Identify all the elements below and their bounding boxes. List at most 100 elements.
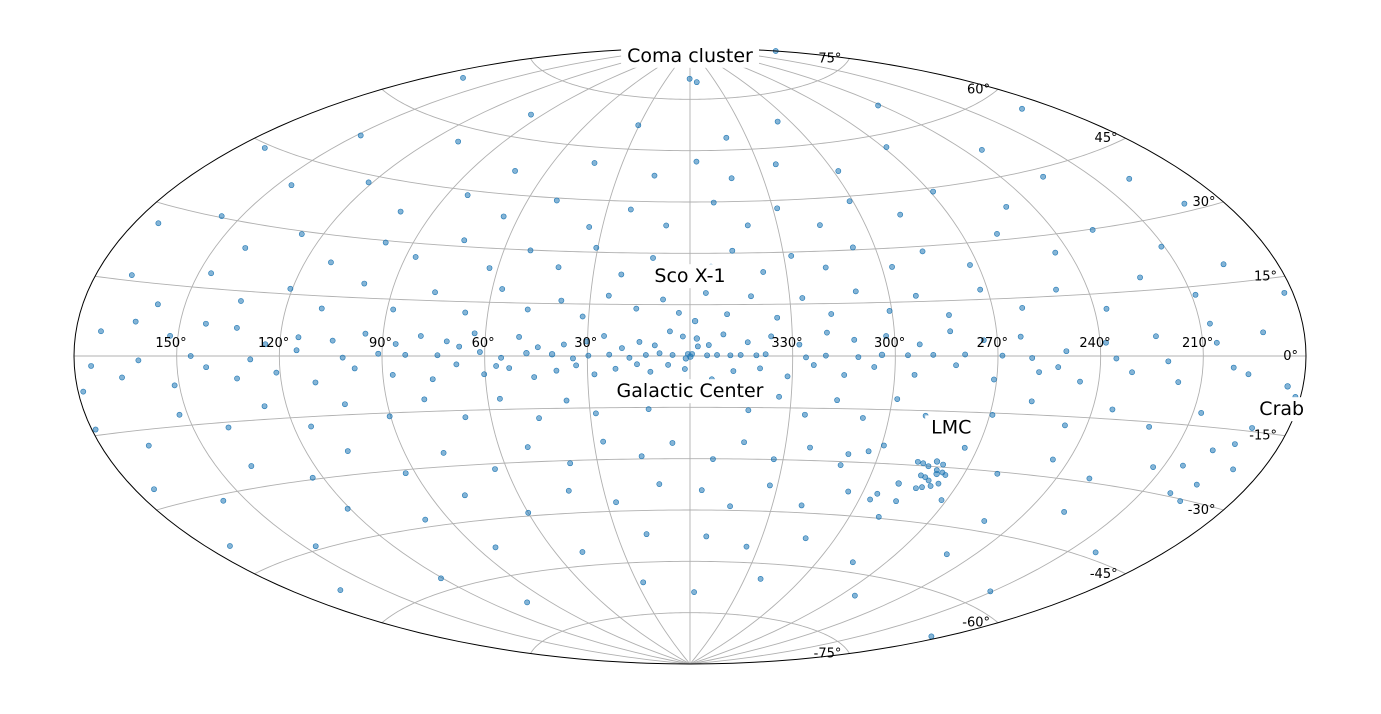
data-point [1017,333,1024,340]
data-point [698,487,705,494]
data-point [834,397,840,404]
data-point [528,111,534,118]
lat-tick-label: 75° [818,52,841,67]
data-point [851,592,858,599]
data-point [351,365,358,372]
lon-tick-label: 90° [369,336,392,351]
data-point [645,406,652,413]
data-point [1245,371,1252,378]
data-point [745,407,752,414]
data-point [802,411,808,418]
annotation-background [610,379,770,404]
data-point [1198,410,1205,416]
data-point [1036,369,1042,375]
data-point [558,297,565,304]
data-point [329,337,336,344]
meridian--120 [690,47,1102,665]
data-point [883,144,890,150]
annotation-background [925,415,978,440]
data-point [679,333,686,340]
data-point [705,342,712,348]
data-point [889,264,895,270]
data-point [710,199,717,206]
data-point [402,352,409,358]
data-point [822,352,829,359]
data-point [309,474,316,481]
data-point [788,252,795,259]
data-point [208,270,214,277]
data-point [1086,475,1093,482]
data-point [464,192,471,199]
data-point [135,357,142,364]
data-point [762,351,769,358]
data-point [933,458,941,465]
data-point [925,477,932,484]
data-point [455,138,462,145]
data-point [967,262,973,268]
data-point [176,411,183,418]
data-point [293,347,300,354]
data-point [565,487,572,494]
data-point [1192,291,1199,298]
data-point [591,371,598,378]
data-point [600,438,607,445]
lat-tick-label: -60° [962,616,990,631]
data-point [220,497,227,504]
data-point [1230,364,1237,371]
data-point [287,285,294,292]
data-point [1207,320,1213,327]
data-point [849,559,856,566]
data-point [727,352,734,359]
data-point [871,364,878,370]
data-point [402,470,409,477]
data-point [1153,333,1159,340]
data-point [768,333,775,340]
data-point [438,575,444,582]
lon-tick-label: 330° [771,336,802,351]
data-point [357,132,364,139]
data-point [339,354,346,361]
data-point [295,334,302,341]
data-point [694,343,701,350]
data-point [942,472,949,478]
data-point [203,364,210,371]
annotation: LMC [925,415,978,440]
data-point [262,341,269,348]
data-point [774,118,781,125]
data-point [534,344,541,351]
data-point [757,575,764,582]
data-point [361,280,368,287]
data-point [525,509,532,516]
data-point [757,365,763,372]
data-point [723,134,730,141]
data-point [807,444,813,451]
data-point [412,254,419,260]
data-point [618,271,625,278]
data-point [606,351,613,358]
annotation-label: Galactic Center [617,380,764,402]
data-point [669,440,676,446]
lat-tick-label: 60° [967,82,990,97]
data-point [744,222,751,229]
annotation: Galactic Center [610,379,770,404]
data-point [636,339,643,345]
data-point [930,352,937,358]
data-point [802,535,809,542]
data-point [1146,423,1152,430]
data-point [676,309,682,316]
data-point [1028,398,1035,405]
data-point [155,220,162,227]
data-point [1230,466,1236,473]
data-point [667,328,673,335]
data-point [456,343,463,350]
data-point [337,587,344,593]
data-point [774,205,781,212]
data-point [288,182,295,189]
data-point [647,368,654,375]
data-point [362,330,369,337]
data-point [1061,509,1067,515]
data-point [651,342,658,349]
data-point [626,354,633,361]
data-point [796,341,803,348]
data-point [238,298,244,304]
